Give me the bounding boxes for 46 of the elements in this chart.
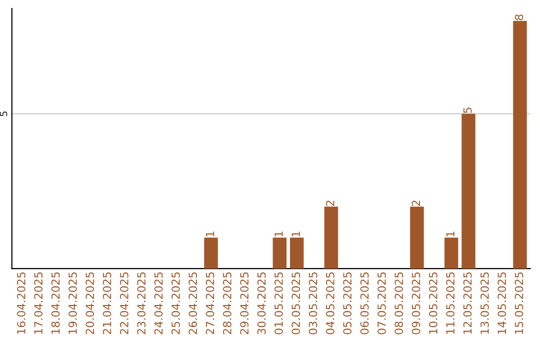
bar: [324, 206, 338, 269]
data-label: 5: [463, 108, 472, 113]
data-label: 1: [206, 232, 214, 236]
x-tick-label: 27.04.2025: [206, 272, 214, 334]
x-tick-label: 04.05.2025: [326, 272, 334, 334]
data-label: 8: [514, 14, 524, 20]
x-tick-label: 14.05.2025: [498, 272, 506, 334]
x-tick-label: 16.04.2025: [17, 272, 26, 334]
x-tick-label: 01.05.2025: [274, 272, 283, 334]
x-tick-label: 19.04.2025: [68, 272, 77, 334]
data-label: 1: [446, 232, 454, 236]
x-tick-label: 22.04.2025: [120, 272, 128, 334]
x-tick-label: 26.04.2025: [188, 272, 198, 334]
x-tick-label: 28.04.2025: [222, 272, 232, 334]
x-tick-label: 10.05.2025: [428, 272, 438, 334]
x-tick-label: 21.04.2025: [102, 272, 112, 334]
x-tick-label: 24.04.2025: [154, 272, 163, 334]
x-tick-label: 02.05.2025: [292, 272, 300, 334]
bar: [444, 238, 458, 269]
x-tick-label: 15.05.2025: [514, 272, 524, 334]
x-tick-label: 07.05.2025: [377, 272, 386, 334]
x-tick-label: 08.05.2025: [394, 272, 404, 334]
bar: [204, 238, 218, 269]
data-label: 1: [274, 232, 283, 236]
x-tick-label: 06.05.2025: [360, 272, 369, 334]
x-tick-label: 20.04.2025: [86, 272, 94, 334]
x-tick-label: 03.05.2025: [308, 272, 318, 334]
x-tick-label: 30.04.2025: [257, 272, 266, 334]
bar: [272, 238, 287, 269]
x-tick-label: 23.04.2025: [137, 272, 146, 334]
data-label: 1: [292, 232, 300, 236]
x-tick-label: 25.04.2025: [171, 272, 180, 334]
x-tick-label: 17.04.2025: [34, 272, 43, 334]
bar: [410, 206, 424, 269]
bar: [513, 20, 527, 269]
x-tick-label: 13.05.2025: [480, 272, 489, 334]
data-label: 2: [412, 200, 420, 206]
x-tick-label: 05.05.2025: [343, 272, 352, 334]
x-tick-label: 11.05.2025: [446, 272, 455, 334]
x-tick-label: 29.04.2025: [240, 272, 249, 334]
bar: [290, 238, 304, 269]
data-label: 2: [326, 200, 334, 206]
x-tick-label: 18.04.2025: [51, 272, 60, 334]
x-tick-label: 09.05.2025: [412, 272, 420, 334]
bar: [462, 114, 476, 269]
x-tick-label: 12.05.2025: [463, 272, 472, 334]
